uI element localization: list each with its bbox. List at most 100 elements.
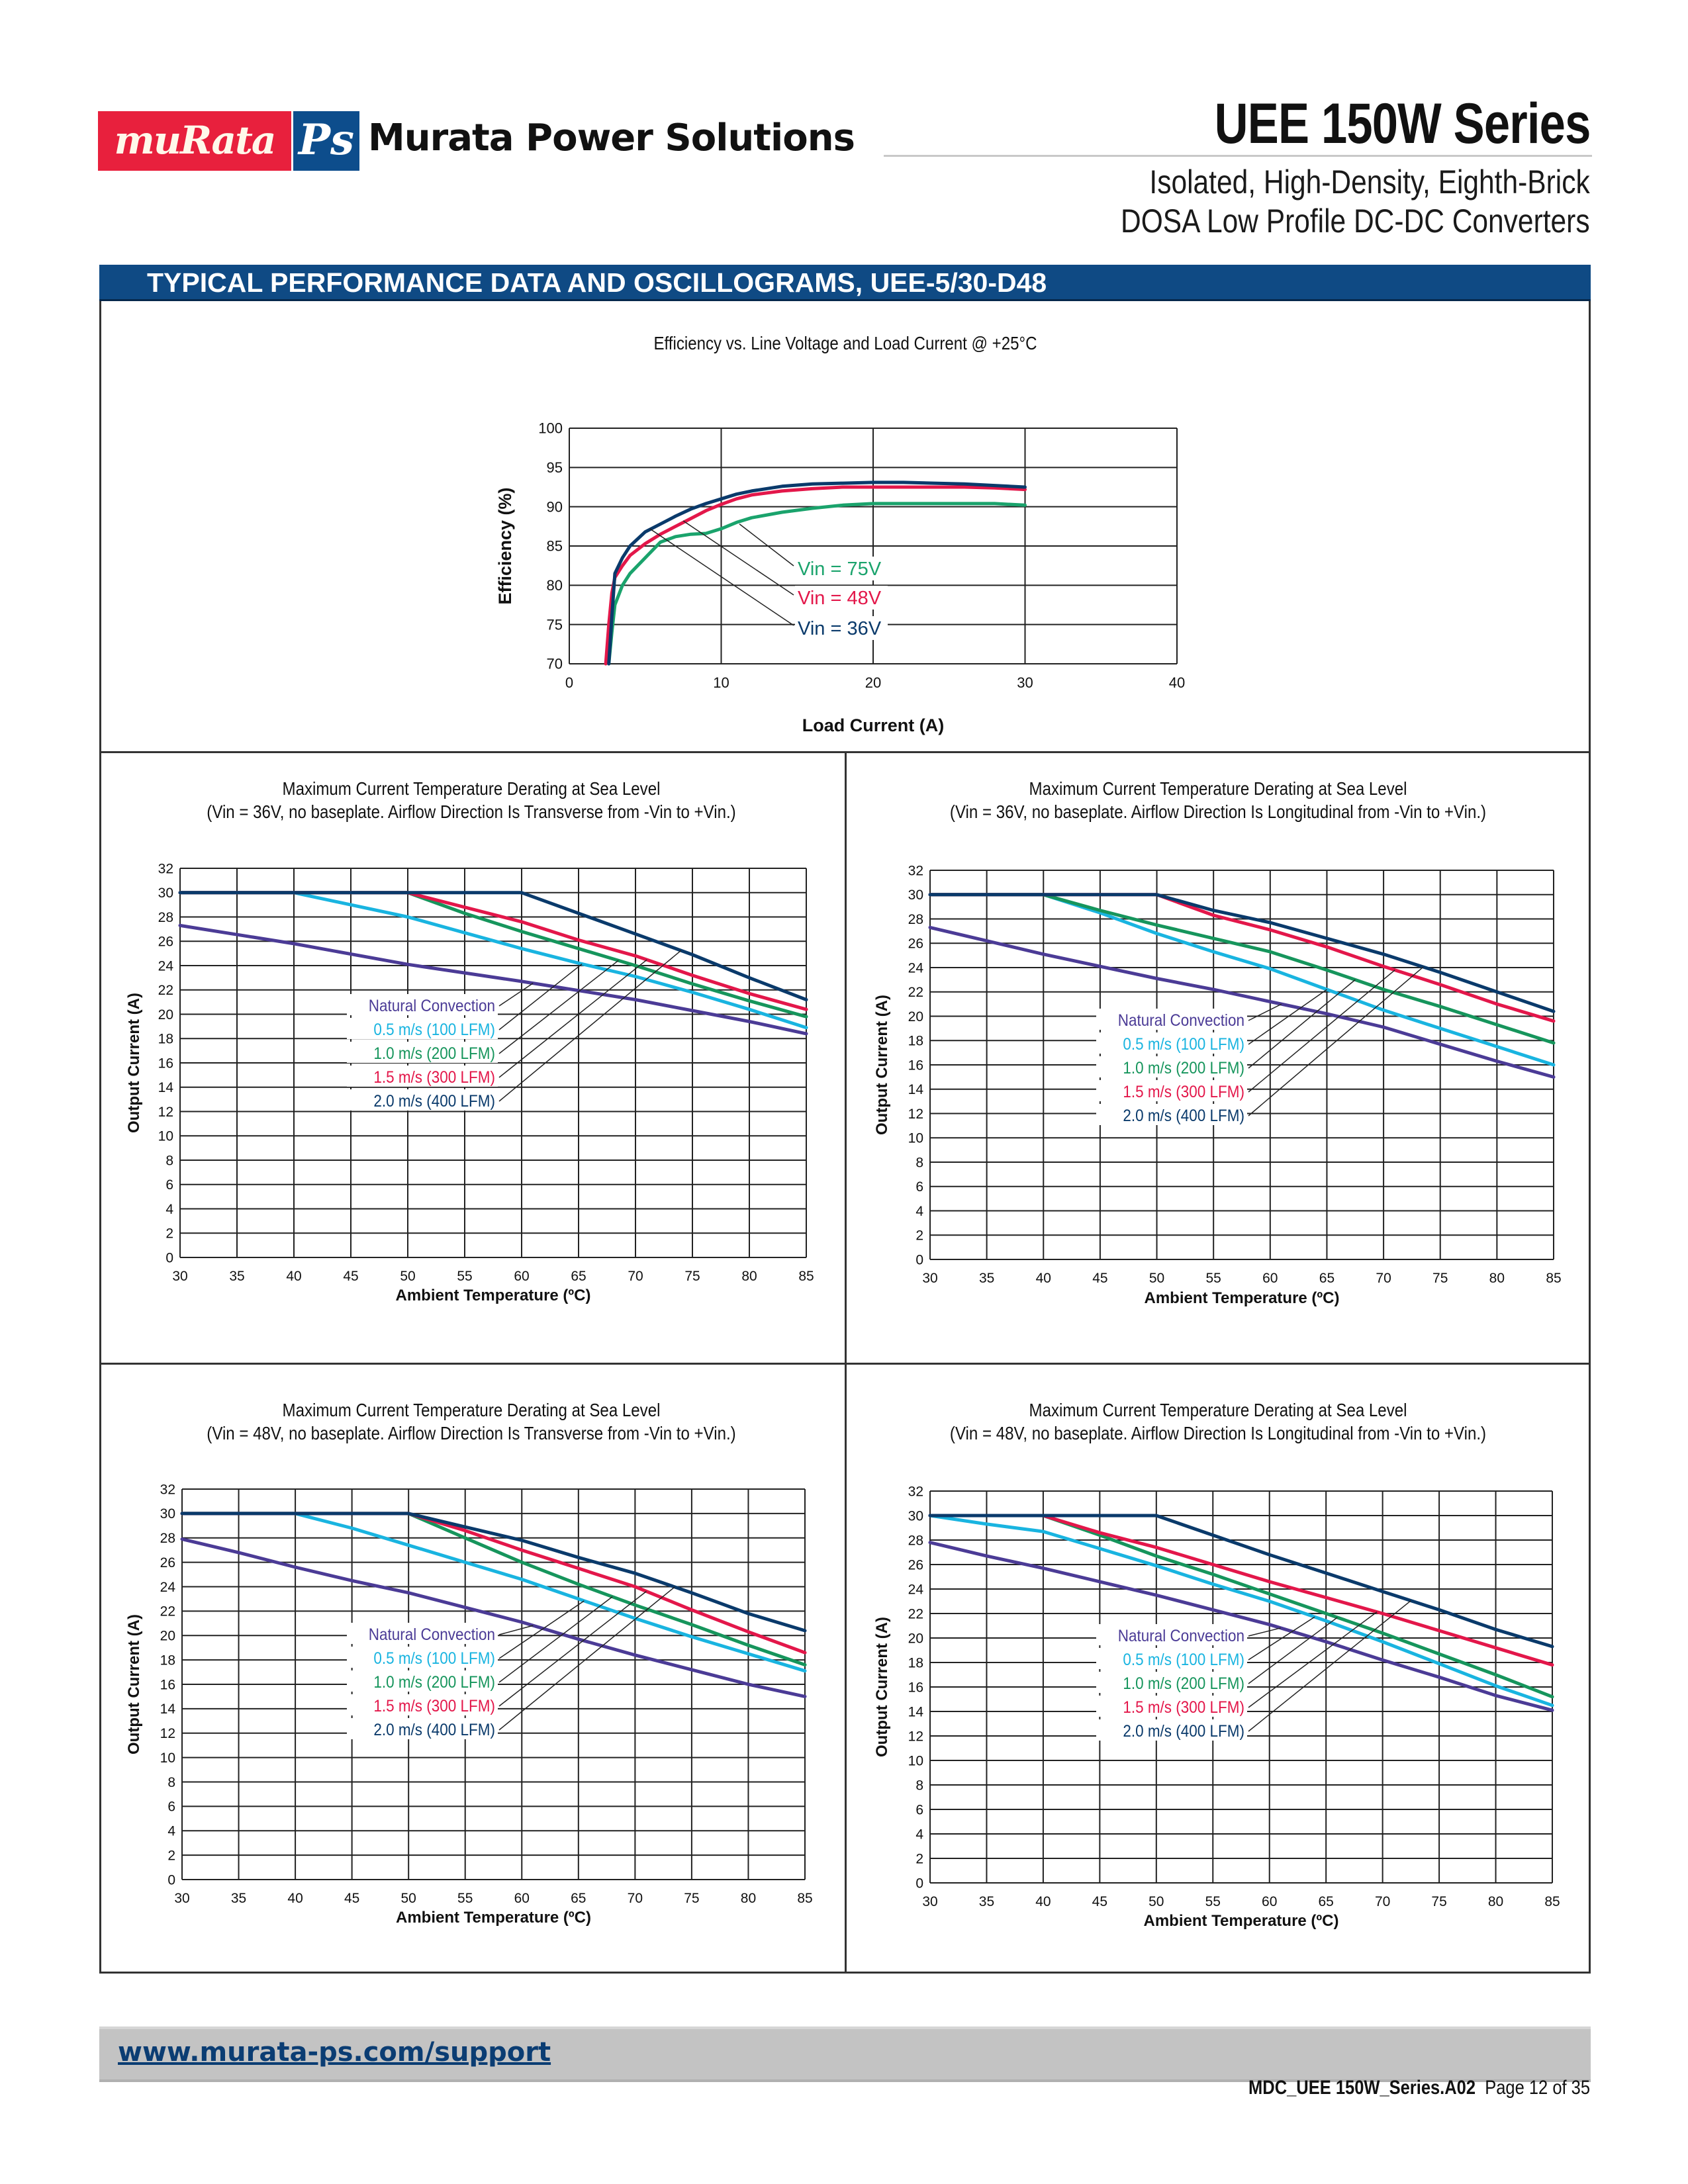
y-tick-label: 22 [160,1604,175,1619]
y-tick-label: 16 [160,1677,175,1692]
y-tick-label: 0 [165,1250,173,1265]
x-tick-label: 70 [628,1891,643,1906]
y-tick-label: 0 [915,1252,923,1267]
annotation-bg [795,616,888,640]
y-tick-label: 24 [908,1582,924,1597]
legend-bg [1096,1672,1247,1693]
legend-leader [498,1590,647,1707]
y-tick-label: 4 [915,1204,923,1219]
chart-subtitle: (Vin = 48V, no baseplate. Airflow Direct… [207,1422,735,1443]
subtitle-line-2: DOSA Low Profile DC-DC Converters [1121,203,1590,240]
brand-name: Murata Power Solutions [368,116,855,159]
x-tick-label: 40 [1036,1271,1051,1286]
y-tick-label: 0 [915,1876,923,1891]
y-tick-label: 18 [908,1655,923,1670]
y-tick-label: 6 [915,1179,923,1195]
y-tick-label: 20 [160,1629,175,1644]
x-tick-label: 55 [1206,1271,1221,1286]
ps-logo: Ps [293,111,359,171]
y-tick-label: 2 [915,1228,923,1244]
annotation-bg [795,557,888,580]
legend-bg [347,1089,498,1111]
y-tick-label: 14 [160,1702,176,1717]
legend-label: 2.0 m/s (400 LFM) [373,1092,495,1111]
page-number: Page 12 of 35 [1485,2077,1590,2099]
y-tick-label: 22 [908,1606,923,1621]
legend-bg [347,1694,498,1715]
legend-label: 1.5 m/s (300 LFM) [373,1697,495,1715]
x-tick-label: 35 [231,1891,246,1906]
legend-label: Natural Convection [1118,1011,1244,1030]
legend-bg [347,994,498,1015]
x-tick-label: 75 [1432,1271,1448,1286]
x-tick-label: 65 [1319,1271,1335,1286]
legend-label: 0.5 m/s (100 LFM) [373,1649,495,1668]
x-tick-label: 30 [172,1269,187,1284]
x-tick-label: 70 [1376,1271,1391,1286]
x-tick-label: 0 [565,674,573,691]
series-line [607,480,1027,666]
legend-bg [347,1066,498,1087]
y-tick-label: 0 [167,1872,175,1888]
y-tick-label: 2 [167,1848,175,1863]
y-axis-label: Output Current (A) [873,995,891,1135]
x-tick-label: 60 [1262,1894,1277,1909]
legend-bg [1096,1032,1247,1054]
legend-bg [347,1018,498,1039]
legend-label: 1.0 m/s (200 LFM) [373,1673,495,1692]
legend-leader [1248,966,1424,1116]
x-tick-label: 65 [571,1891,586,1906]
y-tick-label: 12 [158,1105,173,1120]
x-tick-label: 60 [1262,1271,1278,1286]
y-tick-label: 14 [908,1704,924,1719]
x-tick-label: 70 [1375,1894,1390,1909]
y-tick-label: 18 [908,1034,923,1049]
legend-leader [498,983,534,1007]
legend-leader [498,950,682,1102]
annotation-bg [795,586,888,610]
y-axis-label: Output Current (A) [125,1614,143,1754]
header-rule [884,155,1592,157]
subtitle-line-1: Isolated, High-Density, Eighth-Brick [1149,163,1590,201]
x-tick-label: 80 [1489,1271,1505,1286]
column-divider [845,751,847,1974]
annotation-label: Vin = 36V [798,618,882,639]
series-line [180,1512,807,1666]
legend-label: 2.0 m/s (400 LFM) [1123,1722,1244,1741]
y-tick-label: 24 [908,960,924,976]
x-axis-label: Load Current (A) [802,715,944,735]
x-tick-label: 10 [713,674,729,691]
x-tick-label: 30 [1017,674,1033,691]
series-line [928,1514,1554,1667]
x-tick-label: 50 [1149,1271,1164,1286]
y-tick-label: 32 [160,1482,175,1497]
legend-leader [1248,1616,1315,1661]
y-tick-label: 14 [908,1082,924,1097]
legend-label: Natural Convection [369,997,495,1015]
y-tick-label: 90 [547,498,563,515]
legend-leader [498,1586,675,1731]
x-tick-label: 60 [514,1269,529,1284]
x-tick-label: 35 [979,1271,994,1286]
y-tick-label: 70 [547,656,563,672]
legend-bg [347,1042,498,1063]
murata-logo: muRata [98,111,291,171]
section-title: TYPICAL PERFORMANCE DATA AND OSCILLOGRAM… [147,267,1047,298]
x-tick-label: 50 [1149,1894,1164,1909]
x-tick-label: 50 [400,1269,415,1284]
y-tick-label: 8 [915,1778,923,1793]
x-tick-label: 65 [571,1269,586,1284]
legend-leader [498,960,619,1054]
legend-label: 0.5 m/s (100 LFM) [373,1021,495,1039]
series-line [928,1514,1554,1649]
x-tick-label: 85 [1544,1894,1560,1909]
y-tick-label: 16 [908,1058,923,1073]
x-tick-label: 75 [684,1891,699,1906]
legend-label: 1.5 m/s (300 LFM) [373,1068,495,1087]
support-link[interactable]: www.murata-ps.com/support [118,2037,551,2068]
y-tick-label: 75 [547,616,563,633]
legend-bg [1096,1009,1247,1030]
legend-leader [1248,1600,1411,1732]
x-axis-label: Ambient Temperature (ºC) [1144,1289,1339,1307]
y-tick-label: 95 [547,459,563,476]
